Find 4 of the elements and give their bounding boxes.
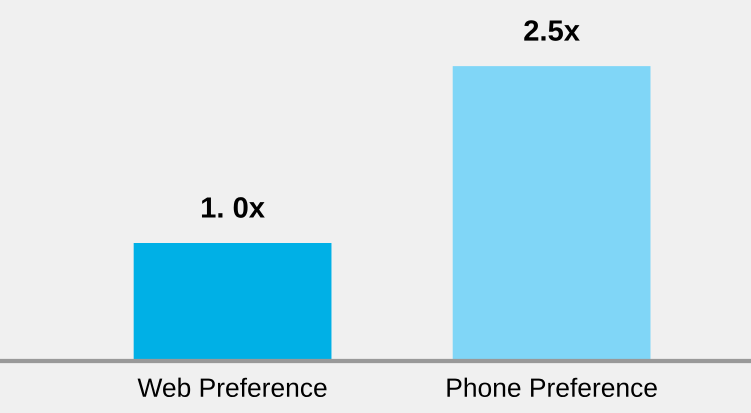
data-label: 1. 0x: [202, 197, 265, 218]
data-label: 2.5x: [524, 20, 580, 41]
x-tick-label: Phone Preference: [447, 378, 657, 398]
x-tick-label: Web Preference: [138, 378, 327, 398]
